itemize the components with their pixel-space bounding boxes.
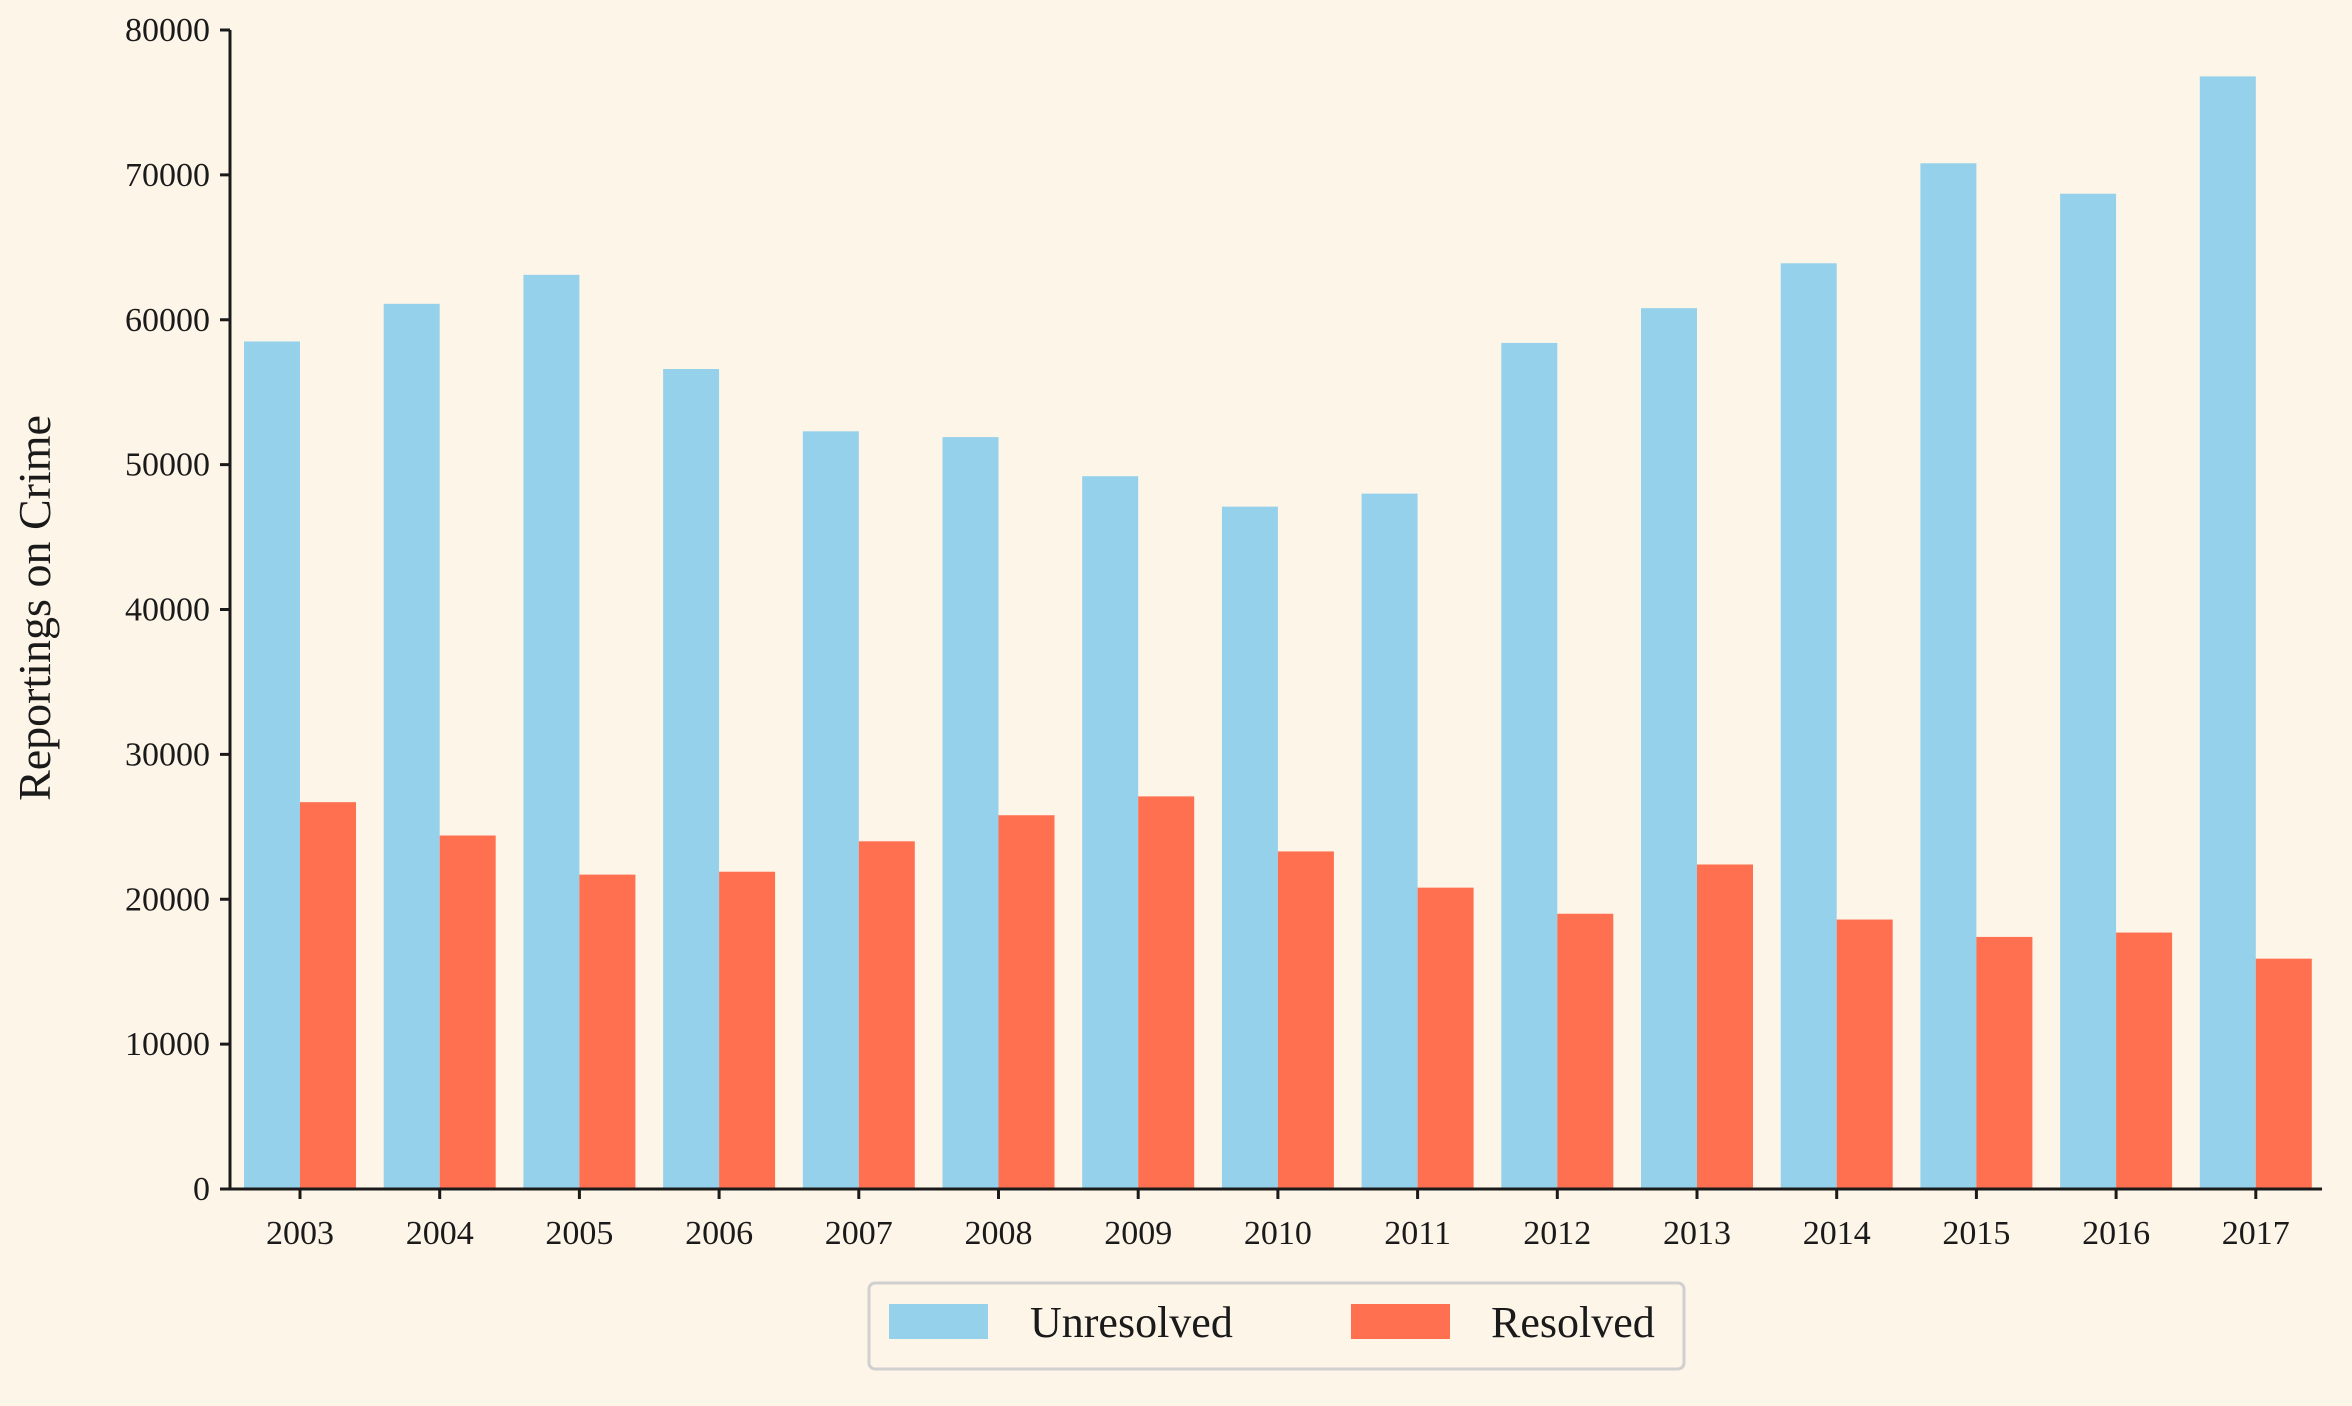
legend-label-resolved: Resolved [1491, 1298, 1655, 1347]
x-tick-label: 2014 [1803, 1215, 1871, 1252]
bar-unresolved-2008 [942, 437, 999, 1189]
legend-label-unresolved: Unresolved [1030, 1298, 1233, 1347]
bar-resolved-2005 [579, 874, 636, 1189]
x-tick-label: 2007 [825, 1215, 893, 1252]
bar-resolved-2014 [1836, 919, 1893, 1189]
y-tick-label: 30000 [125, 736, 210, 773]
bar-resolved-2004 [439, 835, 496, 1189]
legend-swatch-unresolved [889, 1304, 988, 1339]
x-tick-label: 2008 [965, 1215, 1033, 1252]
y-ticks: 0 10000 20000 30000 40000 50000 60000 70000 8000… [125, 12, 230, 1208]
x-tick-label: 2006 [685, 1215, 753, 1252]
bar-unresolved-2016 [2060, 193, 2117, 1190]
bar-unresolved-2011 [1361, 493, 1418, 1190]
x-tick-label: 2010 [1244, 1215, 1312, 1252]
x-tick-label: 2004 [406, 1215, 474, 1252]
y-tick-label: 50000 [125, 447, 210, 484]
bar-resolved-2007 [858, 841, 915, 1189]
bar-resolved-2008 [998, 815, 1055, 1189]
bar-resolved-2012 [1557, 913, 1614, 1189]
bar-unresolved-2013 [1641, 308, 1697, 1189]
bar-unresolved-2017 [2199, 76, 2256, 1190]
bar-unresolved-2010 [1221, 506, 1278, 1189]
y-tick-label: 60000 [125, 302, 210, 339]
y-tick-label: 10000 [125, 1026, 210, 1063]
bar-unresolved-2006 [663, 369, 720, 1189]
bar-unresolved-2009 [1082, 476, 1139, 1190]
bar-unresolved-2007 [802, 431, 859, 1190]
x-tick-label: 2005 [545, 1215, 613, 1252]
bar-resolved-2006 [719, 871, 776, 1189]
bar-unresolved-2003 [244, 341, 300, 1189]
bars-layer [244, 76, 2312, 1190]
y-tick-label: 40000 [125, 592, 210, 629]
y-tick-label: 20000 [125, 881, 210, 918]
bar-resolved-2011 [1417, 887, 1474, 1189]
bar-resolved-2009 [1138, 796, 1195, 1189]
legend-box [867, 1281, 1686, 1371]
bar-resolved-2017 [2255, 958, 2312, 1189]
x-tick-label: 2012 [1523, 1215, 1591, 1252]
y-tick-label: 80000 [125, 12, 210, 49]
x-tick-label: 2013 [1663, 1215, 1731, 1252]
bar-unresolved-2014 [1780, 263, 1837, 1189]
bar-unresolved-2004 [383, 303, 440, 1190]
y-tick-label: 0 [193, 1171, 210, 1208]
x-tick-label: 2003 [266, 1215, 334, 1252]
x-tick-label: 2016 [2082, 1215, 2150, 1252]
y-tick-label: 70000 [125, 157, 210, 194]
bar-resolved-2016 [2116, 932, 2173, 1189]
x-tick-label: 2017 [2222, 1215, 2290, 1252]
bar-unresolved-2005 [523, 274, 580, 1189]
bar-resolved-2010 [1277, 851, 1334, 1189]
legend-swatch-resolved [1351, 1304, 1450, 1339]
bar-unresolved-2015 [1920, 163, 1977, 1189]
y-axis-label: Reportings on Crime [9, 415, 60, 801]
x-tick-label: 2011 [1384, 1215, 1451, 1252]
bar-resolved-2003 [300, 802, 356, 1189]
x-ticks: 2003 2004 2005 2006 2007 2008 2009 2010 2011 2012… [266, 1189, 2290, 1252]
bar-resolved-2013 [1697, 864, 1753, 1189]
bar-resolved-2015 [1976, 936, 2033, 1189]
x-tick-label: 2009 [1104, 1215, 1172, 1252]
x-tick-label: 2015 [1942, 1215, 2010, 1252]
legend: Unresolved Resolved [867, 1281, 1686, 1371]
bar-unresolved-2012 [1501, 342, 1558, 1189]
